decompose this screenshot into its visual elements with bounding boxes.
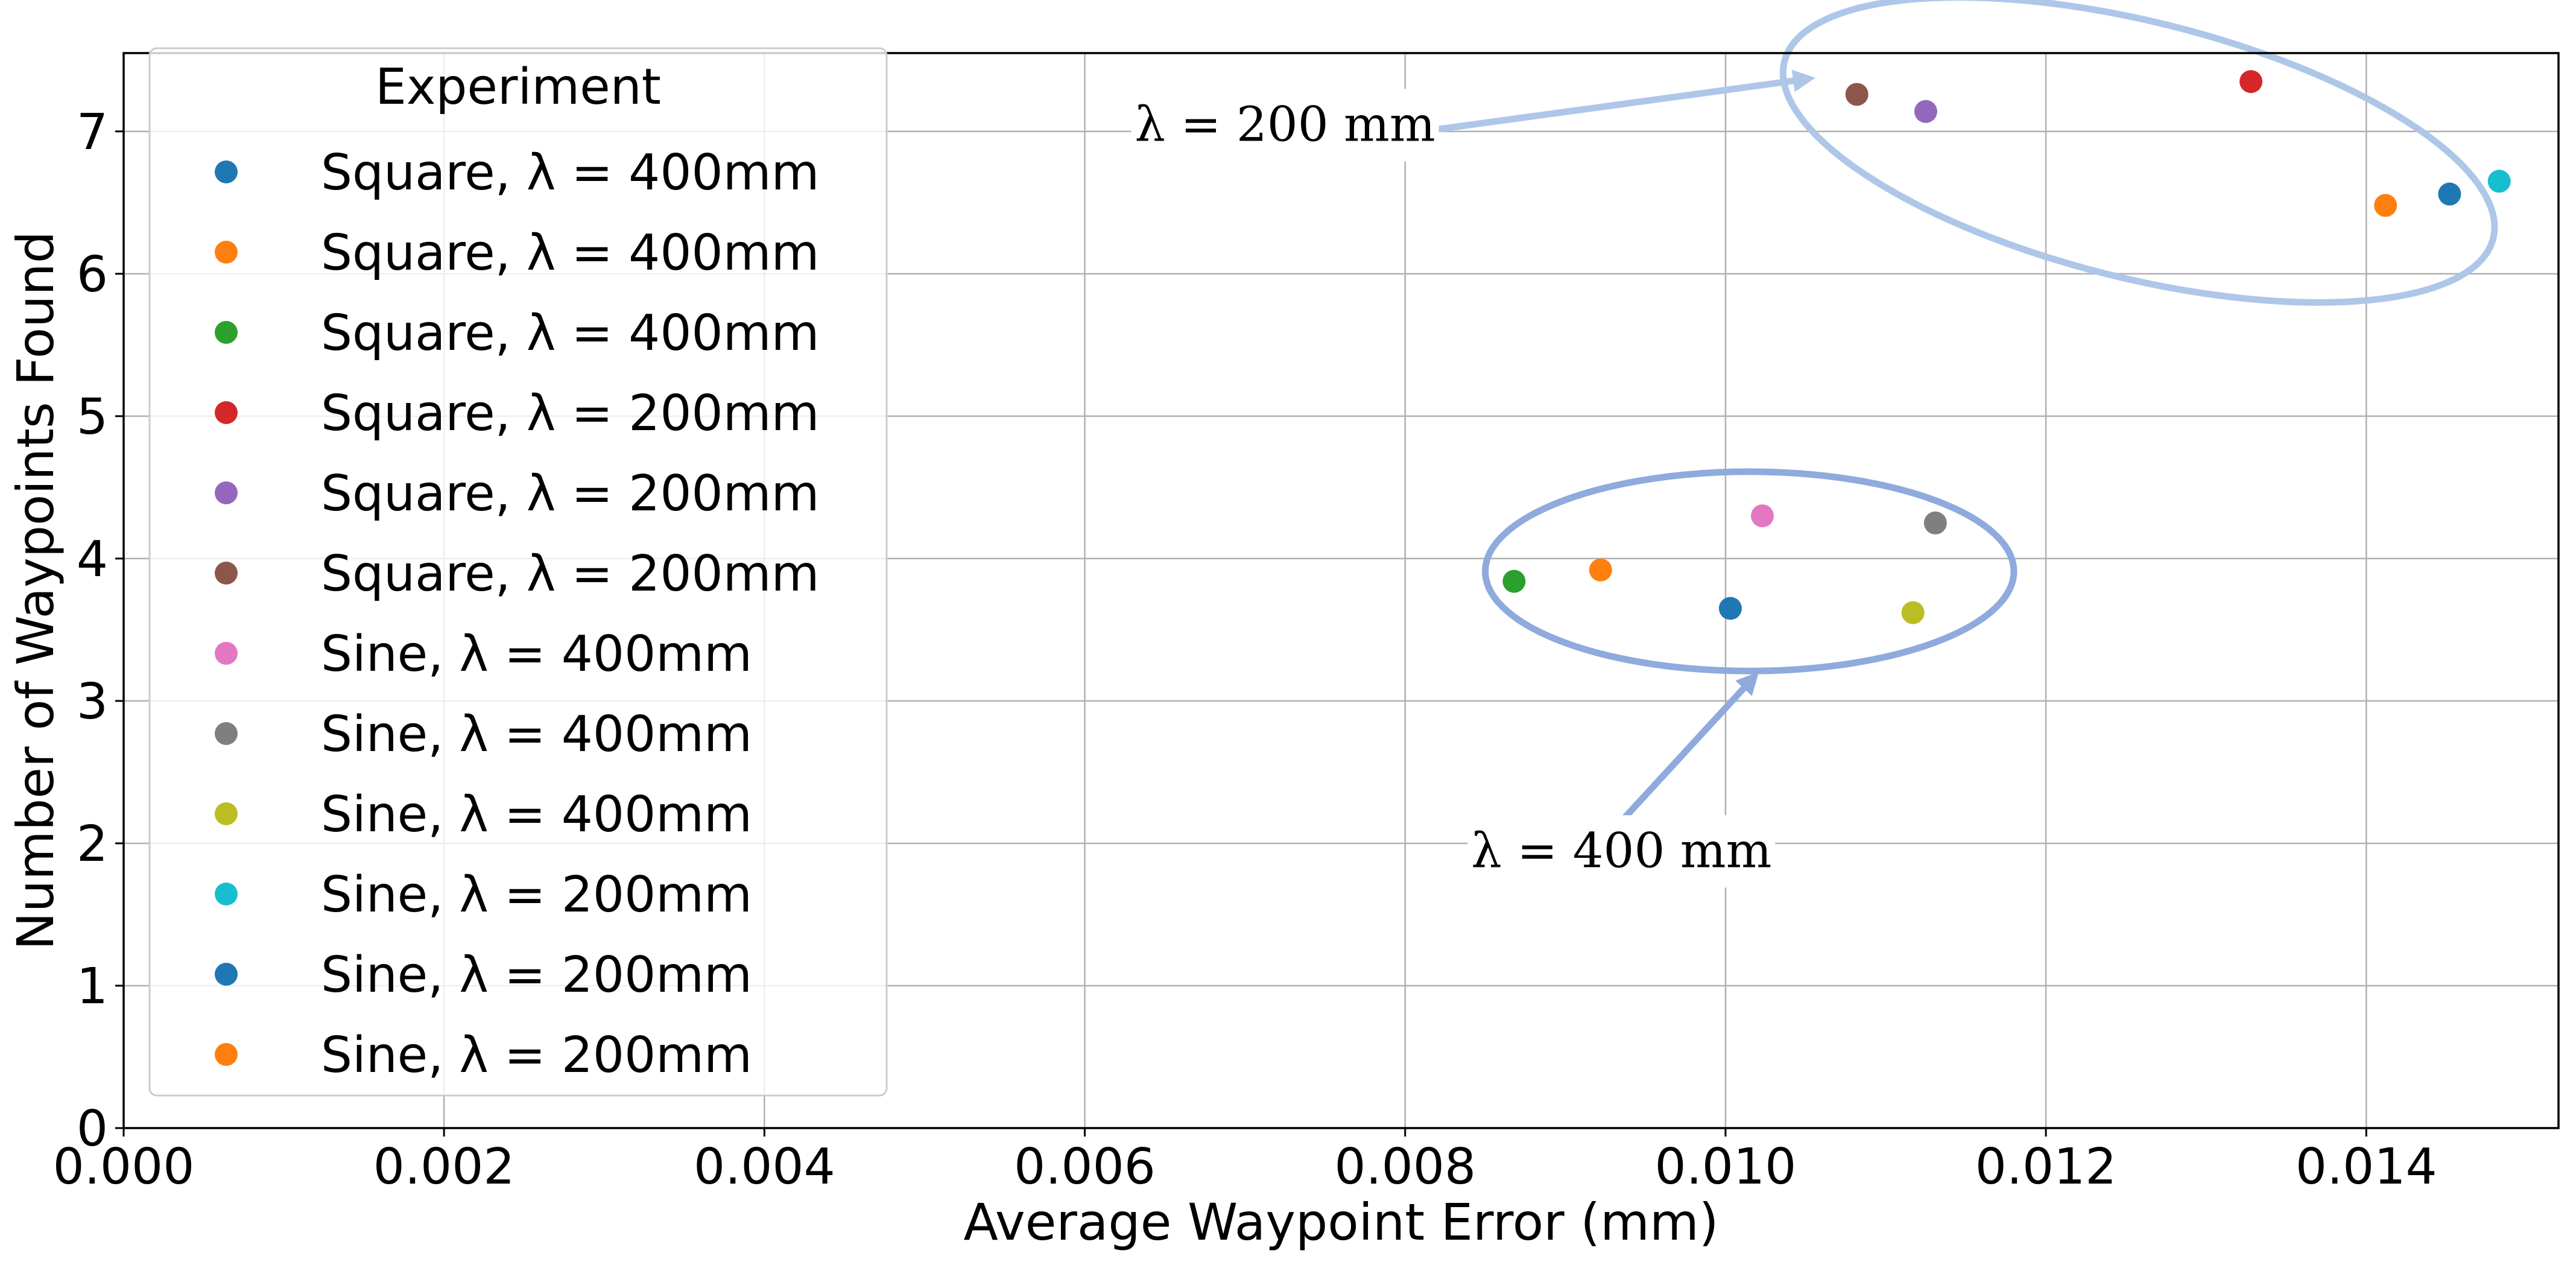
y-tick-label: 0 xyxy=(77,1100,108,1158)
data-point xyxy=(1923,511,1947,534)
legend-marker xyxy=(215,883,238,905)
y-tick-label: 6 xyxy=(77,246,108,303)
data-points xyxy=(1502,70,2511,624)
data-point xyxy=(2438,182,2461,206)
data-point xyxy=(1718,597,1742,620)
x-tick-label: 0.002 xyxy=(373,1138,515,1196)
annotation-arrow xyxy=(1432,69,1816,133)
legend-marker xyxy=(215,963,238,986)
legend-marker xyxy=(215,722,238,745)
y-tick-label: 1 xyxy=(77,958,108,1015)
y-tick-label: 2 xyxy=(77,816,108,873)
y-tick-label: 5 xyxy=(77,388,108,446)
data-point xyxy=(2239,70,2263,94)
annotation-label: λ = 400 mm xyxy=(1471,822,1771,878)
legend-entry-label: Square, λ = 200mm xyxy=(321,465,819,522)
annotation-label-box xyxy=(1467,815,1776,888)
legend-box xyxy=(148,47,888,1097)
legend-entry-label: Sine, λ = 200mm xyxy=(321,1027,752,1084)
legend-marker xyxy=(215,241,238,264)
data-point xyxy=(2374,194,2397,217)
legend-entry-label: Square, λ = 400mm xyxy=(321,305,819,362)
y-tick-label: 7 xyxy=(77,104,108,161)
annotation-label: λ = 200 mm xyxy=(1135,97,1435,153)
annotations xyxy=(1432,0,2498,820)
data-point xyxy=(1901,601,1925,624)
annotation-ellipse xyxy=(1779,0,2498,306)
legend-marker xyxy=(215,481,238,504)
legend-entry-label: Square, λ = 400mm xyxy=(321,144,819,201)
legend-marker xyxy=(215,802,238,825)
legend-marker xyxy=(215,1043,238,1066)
plot-frame xyxy=(122,52,2560,1129)
annotation-labels: λ = 200 mm λ = 400 mm xyxy=(1131,89,1776,888)
legend-entry-label: Sine, λ = 200mm xyxy=(321,866,752,924)
annotation-ellipse xyxy=(1482,468,2017,674)
annotation-arrow xyxy=(1622,671,1759,820)
x-tick-label: 0.000 xyxy=(53,1138,195,1196)
legend-marker xyxy=(215,401,238,424)
axis-ticks: 0.000 0.002 0.004 0.006 0.008 0.010 0.012 0.014… xyxy=(53,104,2437,1196)
y-axis-title: Number of Waypoints Found xyxy=(6,231,65,950)
legend-marker xyxy=(215,321,238,344)
x-tick-label: 0.014 xyxy=(2296,1138,2437,1196)
annotation-label-box xyxy=(1131,89,1439,162)
legend-entry-label: Square, λ = 200mm xyxy=(321,545,819,603)
x-tick-label: 0.012 xyxy=(1975,1138,2117,1196)
x-tick-label: 0.006 xyxy=(1014,1138,1156,1196)
legend-marker xyxy=(215,642,238,665)
legend-marker xyxy=(215,160,238,183)
legend-entry-label: Sine, λ = 400mm xyxy=(321,786,752,843)
legend-marker xyxy=(215,562,238,585)
legend-items: Square, λ = 400mm Square, λ = 400mm Square… xyxy=(215,144,819,1084)
legend-entry-label: Square, λ = 400mm xyxy=(321,224,819,282)
legend-entry-label: Sine, λ = 200mm xyxy=(321,946,752,1004)
data-point xyxy=(2487,170,2511,193)
y-tick-label: 3 xyxy=(77,673,108,731)
legend-title: Experiment xyxy=(375,59,661,116)
data-point xyxy=(1751,504,1774,528)
x-tick-label: 0.010 xyxy=(1655,1138,1797,1196)
data-point xyxy=(1914,100,1937,123)
legend-entry-label: Sine, λ = 400mm xyxy=(321,626,752,683)
data-point xyxy=(1589,558,1612,582)
y-tick-label: 4 xyxy=(77,531,108,588)
data-point xyxy=(1502,569,1526,593)
x-axis-title: Average Waypoint Error (mm) xyxy=(963,1193,1718,1252)
x-tick-label: 0.008 xyxy=(1334,1138,1476,1196)
data-point xyxy=(1845,83,1869,106)
legend-entry-label: Sine, λ = 400mm xyxy=(321,706,752,763)
legend-entry-label: Square, λ = 200mm xyxy=(321,385,819,442)
x-tick-label: 0.004 xyxy=(694,1138,835,1196)
